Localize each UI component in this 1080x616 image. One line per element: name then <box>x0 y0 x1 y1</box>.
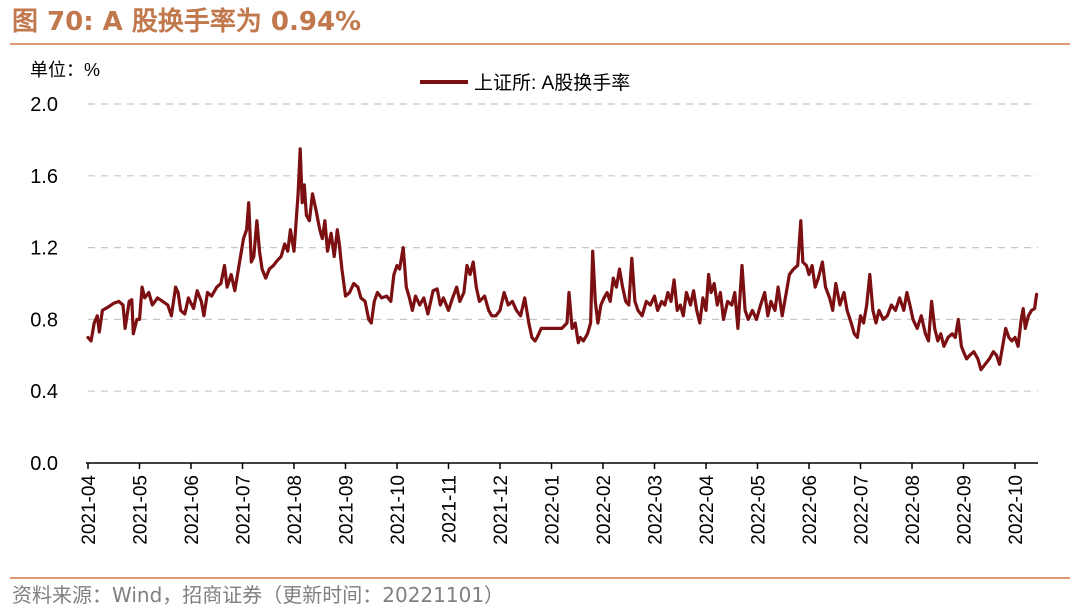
x-tick-label: 2021-09 <box>337 475 358 545</box>
y-tick-label: 2.0 <box>30 94 58 116</box>
x-tick-label: 2022-02 <box>594 475 615 545</box>
x-tick-label: 2022-07 <box>852 475 873 545</box>
x-axis-ticks: 2021-04 2021-05 2021-06 2021-07 2021-08 2021-… <box>79 463 1027 545</box>
x-tick-label: 2022-01 <box>543 475 564 545</box>
footer-divider <box>10 577 1070 579</box>
x-tick-label: 2022-06 <box>800 475 821 545</box>
grid-lines <box>88 103 1038 392</box>
x-tick-label: 2021-04 <box>79 475 100 545</box>
legend: 上证所: A股换手率 <box>420 72 630 94</box>
x-tick-label: 2021-08 <box>285 475 306 545</box>
turnover-line-chart: 单位：% 上证所: A股换手率 0.0 0.4 0.8 1.2 1.6 2.0 2021-… <box>30 60 1039 545</box>
y-tick-label: 1.2 <box>30 238 58 260</box>
series-line <box>86 147 1039 372</box>
x-tick-label: 2022-05 <box>749 475 770 545</box>
x-tick-label: 2021-07 <box>234 475 255 545</box>
x-tick-label: 2021-05 <box>131 475 152 545</box>
y-tick-label: 0.0 <box>30 453 58 475</box>
x-tick-label: 2022-03 <box>646 475 667 545</box>
x-tick-label: 2022-09 <box>955 475 976 545</box>
y-tick-label: 0.4 <box>30 381 58 403</box>
figure-title: 图 70: A 股换手率为 0.94% <box>12 7 362 37</box>
source-note: 资料来源：Wind，招商证券（更新时间：20221101） <box>12 583 505 607</box>
y-tick-label: 1.6 <box>30 166 58 188</box>
x-tick-label: 2021-10 <box>388 475 409 545</box>
x-tick-label: 2022-04 <box>697 475 718 545</box>
x-tick-label: 2021-11 <box>440 475 461 543</box>
x-tick-label: 2021-06 <box>182 475 203 545</box>
unit-label: 单位：% <box>30 60 100 80</box>
y-axis-ticks: 0.0 0.4 0.8 1.2 1.6 2.0 <box>30 94 58 475</box>
x-tick-label: 2022-08 <box>903 475 924 545</box>
y-tick-label: 0.8 <box>30 309 58 331</box>
title-divider <box>10 43 1070 45</box>
x-tick-label: 2021-12 <box>491 475 512 545</box>
x-tick-label: 2022-10 <box>1006 475 1027 545</box>
series-layer <box>86 147 1039 372</box>
legend-label: 上证所: A股换手率 <box>474 72 630 94</box>
